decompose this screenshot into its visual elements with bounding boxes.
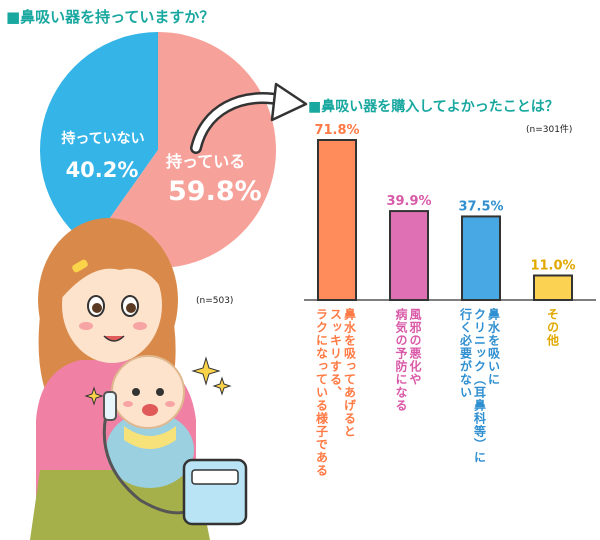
question2-title: ■鼻吸い器を購入してよかったことは？ xyxy=(308,99,559,115)
pie-value-not-owned: 40.2% xyxy=(65,158,139,182)
pie-slice-not-owned xyxy=(40,32,158,247)
bar-value-label-1: 71.8% xyxy=(314,123,359,138)
bar-category-line: 鼻水を吸ってあげると xyxy=(342,308,357,438)
bar-value-label-2: 39.9% xyxy=(386,194,431,209)
bar-category-label-4: その他 xyxy=(546,308,560,538)
bar-category-label-3: 鼻水を吸いに クリニック（耳鼻科等）に 行く必要がない xyxy=(459,308,501,538)
bar-category-line: ラクになっている様子である xyxy=(314,308,329,477)
bar-4 xyxy=(533,274,573,301)
pie-slice-owned xyxy=(89,32,277,268)
bar-value-label-4: 11.0% xyxy=(530,258,575,273)
bar-3 xyxy=(461,215,501,301)
bar-2 xyxy=(389,210,429,301)
bar-category-line: 鼻水を吸いに xyxy=(486,308,501,386)
bar-category-label-2: 風邪の悪化や 病気の予防になる xyxy=(394,308,422,538)
bar-value-label-3: 37.5% xyxy=(458,199,503,214)
pie-value-owned: 59.8% xyxy=(168,176,262,207)
bar-category-line: クリニック（耳鼻科等）に xyxy=(472,308,487,464)
pie-label-not-owned: 持っていない xyxy=(61,131,145,147)
bar-category-line: 病気の予防になる xyxy=(394,308,408,412)
bar-category-line: 風邪の悪化や xyxy=(408,308,422,386)
bar-1 xyxy=(317,139,357,301)
bar-sample-size: (n=301件) xyxy=(526,125,573,135)
bar-category-line: スッキリする、 xyxy=(328,308,343,399)
bar-category-line: その他 xyxy=(545,308,560,347)
bar-category-label-1: 鼻水を吸ってあげると スッキリする、 ラクになっている様子である xyxy=(315,308,357,538)
question1-title: ■鼻吸い器を持っていますか？ xyxy=(6,8,215,26)
pie-label-owned: 持っている xyxy=(166,152,246,171)
pie-sample-size: (n=503) xyxy=(196,296,234,306)
bar-category-line: 行く必要がない xyxy=(458,308,473,399)
